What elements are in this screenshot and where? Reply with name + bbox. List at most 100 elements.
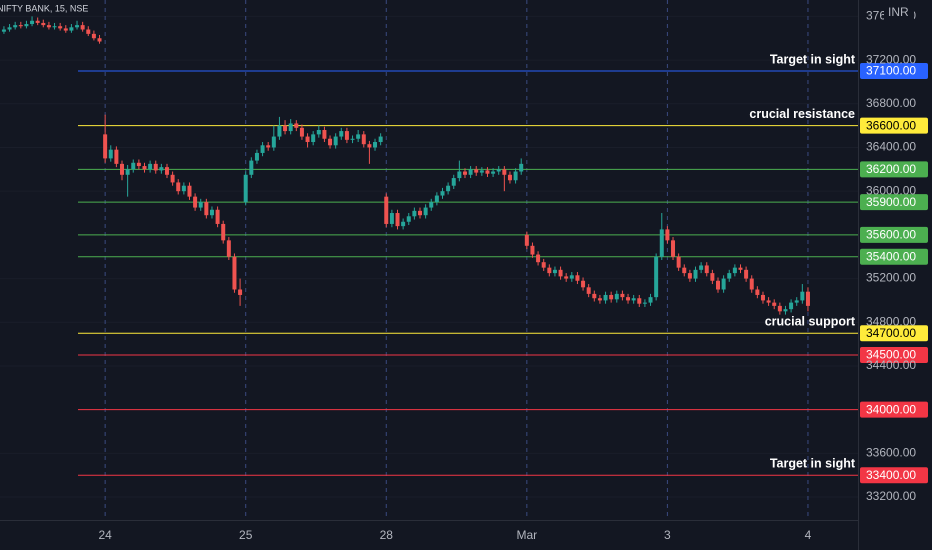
candle-body [344, 131, 349, 140]
candle-body [136, 162, 141, 167]
candle-body [193, 196, 198, 208]
candle-body [715, 280, 720, 290]
y-tick-label: 36400.00 [866, 140, 916, 154]
candle-body [384, 196, 389, 224]
candle-body [418, 210, 423, 216]
candle-body [153, 163, 158, 171]
candle-body [18, 25, 23, 27]
x-tick-label: 25 [239, 528, 253, 542]
y-tick-label: 35200.00 [866, 271, 916, 285]
y-tick-label: 33200.00 [866, 489, 916, 503]
time-axis: 24 25 28 Mar 3 4 [98, 528, 811, 542]
candle-body [13, 25, 18, 28]
candle-body [519, 163, 524, 172]
candle-body [333, 136, 338, 146]
y-tick-label: 37200.00 [866, 52, 916, 66]
candle-body [485, 170, 490, 174]
candle-body [755, 289, 760, 295]
price-label: 35600.00 [866, 228, 916, 242]
candle-body [389, 213, 394, 224]
candle-body [24, 24, 29, 27]
candle-body [80, 25, 85, 30]
candle-body [271, 136, 276, 148]
candle-body [52, 26, 57, 28]
candle-body [457, 171, 462, 179]
price-label: 33400.00 [866, 468, 916, 482]
candle-body [108, 149, 113, 159]
candle-body [687, 273, 692, 279]
candle-body [226, 240, 231, 257]
candle-body [204, 202, 209, 216]
price-label-box [860, 401, 928, 418]
candle-body [513, 171, 518, 181]
candle-body [575, 275, 580, 281]
level-note: crucial resistance [749, 107, 855, 121]
y-tick-label: 36000.00 [866, 183, 916, 197]
candle-body [541, 262, 546, 268]
candle-body [671, 240, 676, 257]
price-label-box [860, 63, 928, 80]
candle-body [406, 216, 411, 222]
candle-body [142, 166, 147, 170]
candle-body [316, 130, 321, 135]
candle-body [637, 298, 642, 304]
candle-body [322, 130, 327, 139]
candle-body [401, 221, 406, 227]
price-label-box [860, 117, 928, 134]
candle-body [682, 267, 687, 274]
candle-body [412, 210, 417, 217]
price-label: 37100.00 [866, 64, 916, 78]
candle-body [547, 267, 552, 274]
candle-body [440, 191, 445, 196]
candle-body [283, 125, 288, 132]
candle-body [350, 138, 355, 140]
candle-body [131, 162, 136, 170]
candle-body [558, 269, 563, 277]
candles [1, 16, 810, 315]
candle-body [58, 26, 63, 29]
candle-body [305, 136, 310, 143]
price-label-box [860, 467, 928, 484]
candle-body [507, 174, 512, 181]
candle-body [699, 265, 704, 270]
currency: INR [888, 5, 909, 19]
price-label-box [860, 161, 928, 178]
candle-body [783, 309, 788, 312]
candle-body [536, 254, 541, 263]
candle-body [760, 294, 765, 301]
candle-body [170, 174, 175, 183]
candle-body [451, 178, 456, 186]
price-label: 34000.00 [866, 402, 916, 416]
candle-body [373, 142, 378, 148]
candle-body [648, 297, 653, 303]
price-label-box [860, 325, 928, 342]
candle-body [777, 305, 782, 312]
candle-body [581, 280, 586, 288]
x-tick-label: Mar [516, 528, 537, 542]
candle-body [732, 267, 737, 274]
candle-body [805, 291, 810, 306]
price-axis: 33200.00 33600.00 34400.00 34800.00 35200.00… [866, 4, 916, 503]
candle-body [176, 182, 181, 192]
candle-body [474, 169, 479, 173]
candle-body [311, 134, 316, 143]
levels: 37100.00 Target in sight 36600.00 crucial r… [78, 52, 928, 484]
candle-body [479, 170, 484, 173]
candle-body [597, 298, 602, 301]
candle-body [789, 302, 794, 310]
candle-body [626, 297, 631, 301]
candle-body [446, 185, 451, 192]
y-tick-label: 34400.00 [866, 358, 916, 372]
candle-body [221, 223, 226, 241]
candle-body [75, 25, 80, 28]
candle-body [125, 169, 130, 175]
session-lines [104, 0, 809, 520]
candle-body [35, 20, 40, 23]
candle-body [7, 27, 12, 30]
price-label: 34700.00 [866, 326, 916, 340]
price-label: 35900.00 [866, 195, 916, 209]
candle-body [654, 256, 659, 298]
candle-body [215, 209, 220, 224]
candle-body [665, 229, 670, 241]
